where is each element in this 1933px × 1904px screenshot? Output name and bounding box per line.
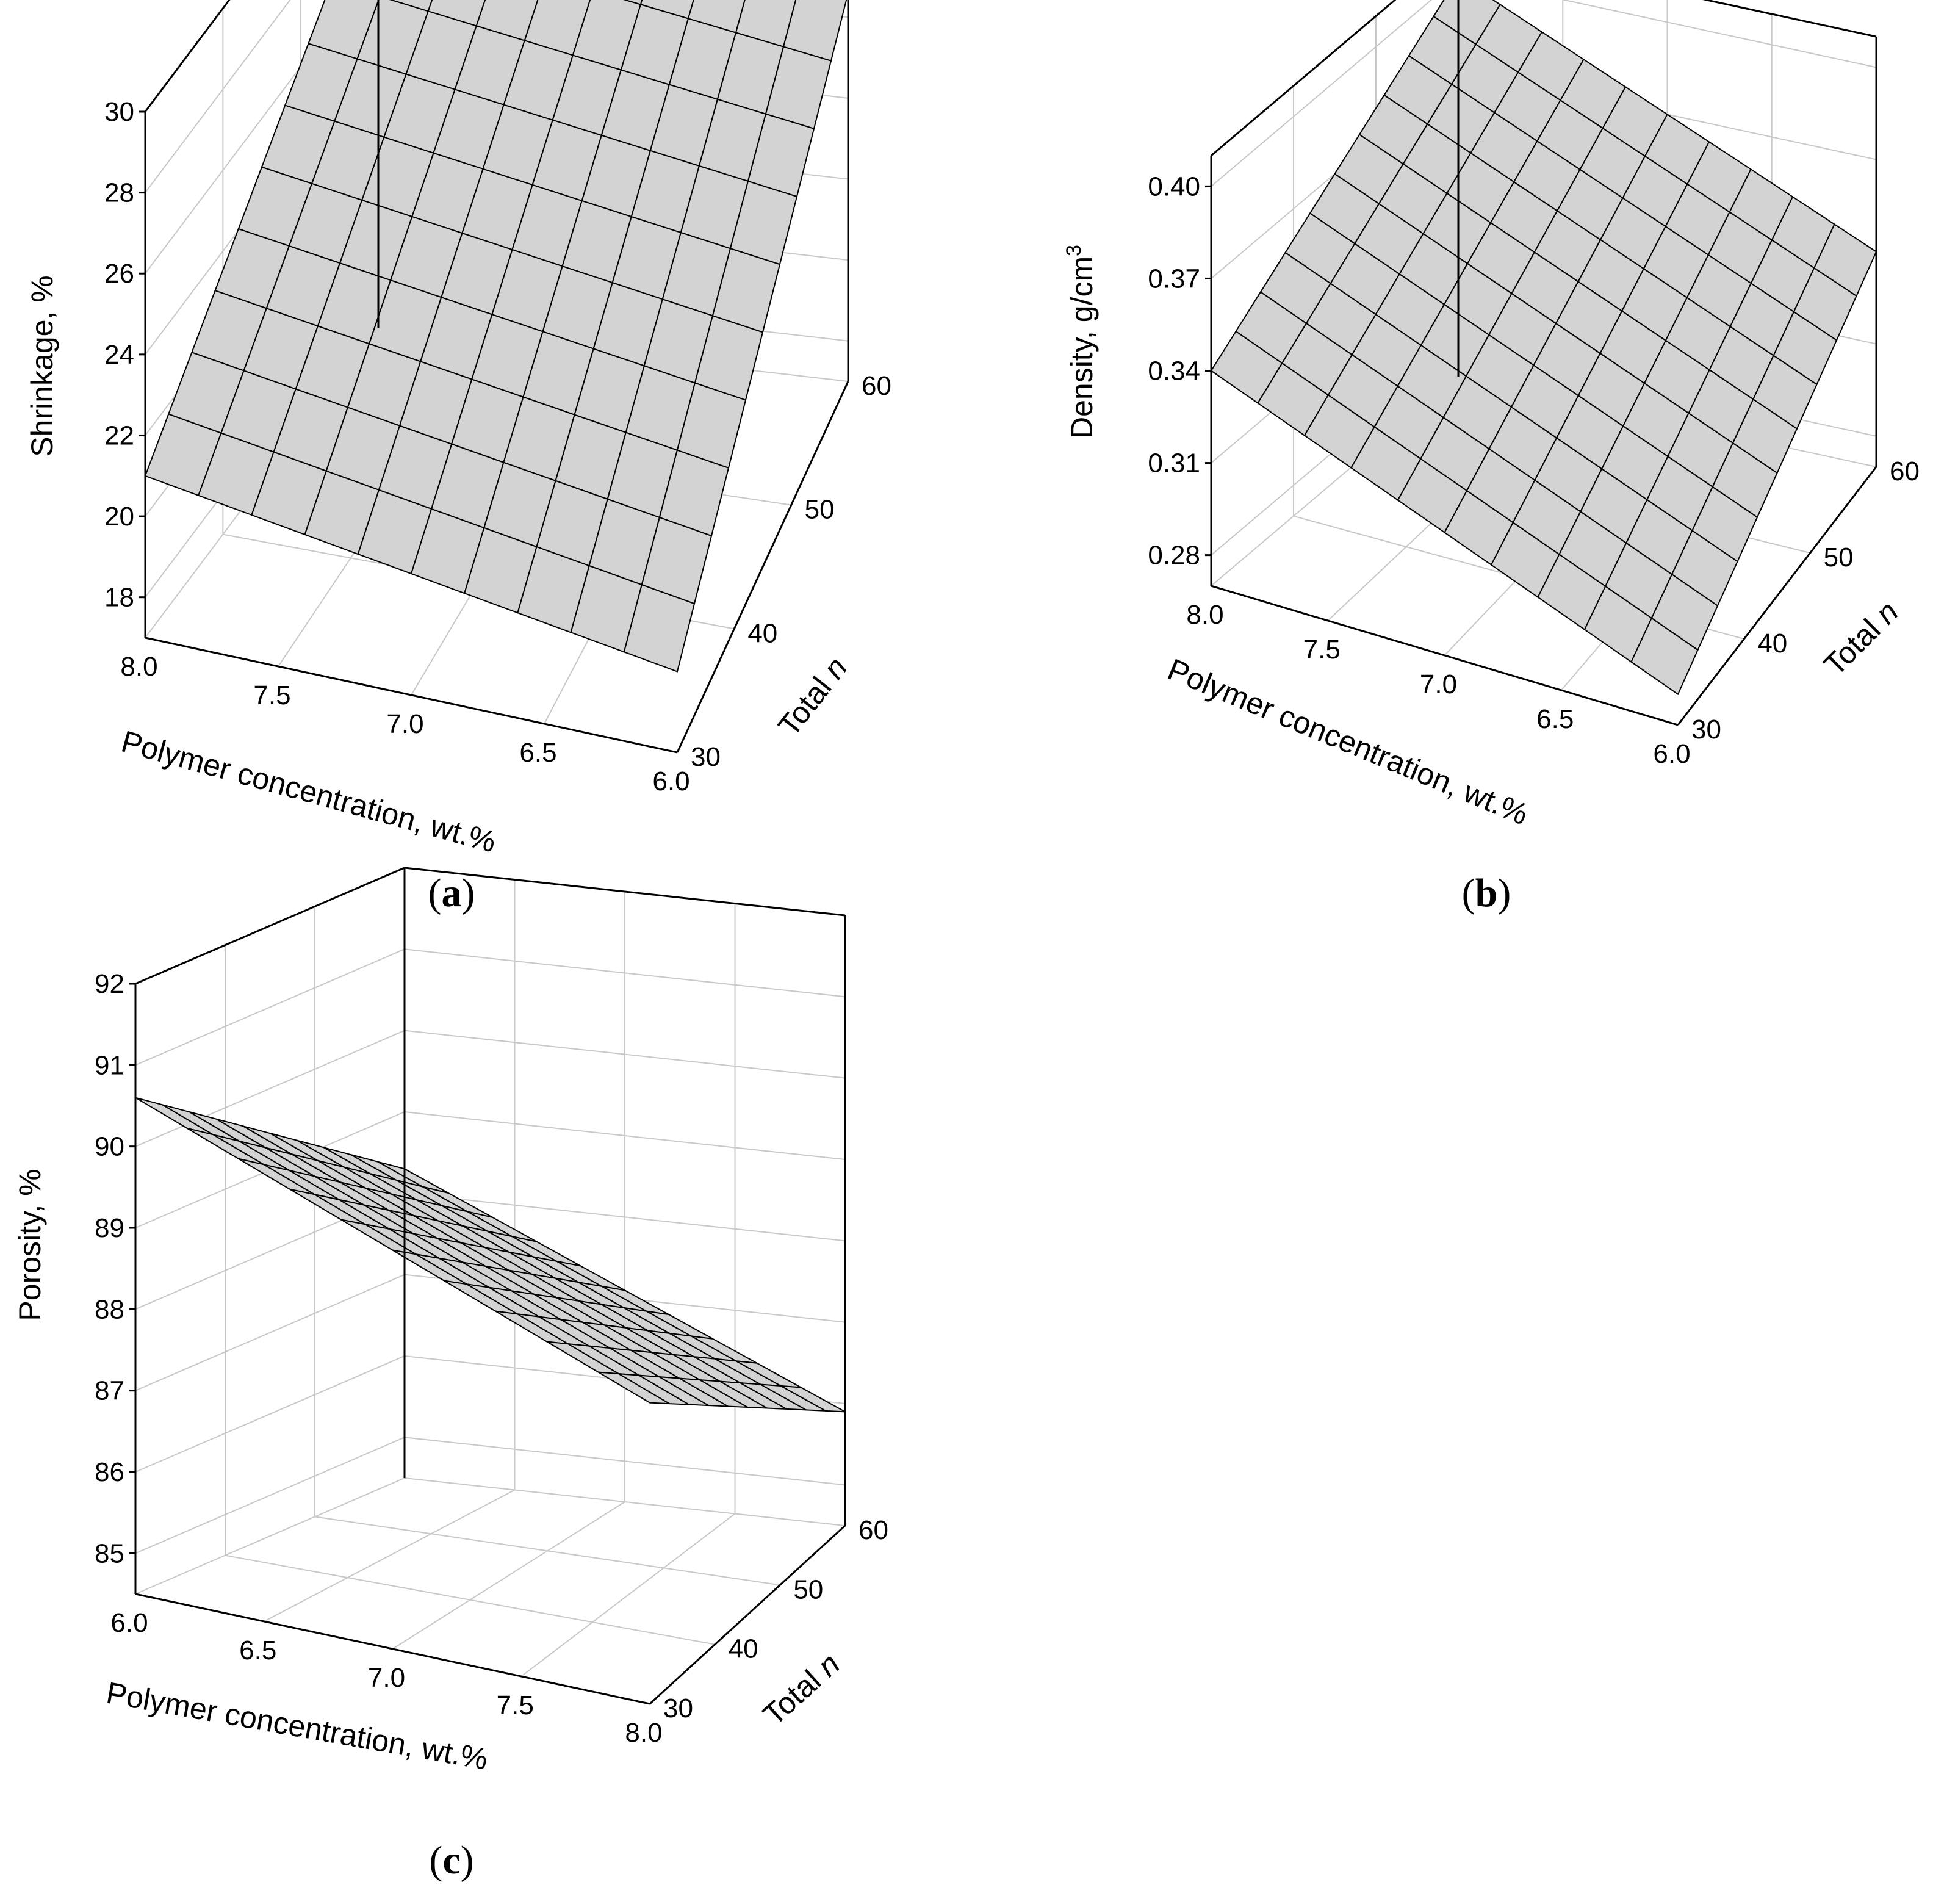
grid-line [135,948,846,1066]
y-tick-label: 40 [1757,629,1787,658]
z-tick-label: 0.34 [1148,356,1200,386]
surface-cell [598,1371,670,1405]
z-tick-label: 18 [104,583,134,613]
chart-b-caption: (b) [1462,871,1511,915]
chart-b-z-label: Density, g/cm3 [1062,245,1099,439]
chart-a-caption: (a) [428,871,475,915]
axis-line [404,867,846,917]
axis-line [145,636,678,754]
chart-c-y-label: Total n [757,1646,846,1732]
y-tick-label: 50 [793,1574,823,1604]
y-tick-label: 50 [1824,543,1854,572]
z-tick-label: 85 [95,1538,124,1568]
x-tick-label: 6.0 [652,766,689,796]
axis-line [135,1593,650,1705]
axis-line [649,1524,846,1705]
z-tick-label: 88 [95,1294,124,1324]
y-tick-label: 30 [663,1693,693,1723]
z-tick-label: 0.37 [1148,264,1200,294]
axis-line [1677,466,1877,726]
x-tick-label: 8.0 [120,652,157,682]
z-tick-label: 91 [95,1050,124,1080]
x-tick-label: 7.0 [386,709,423,739]
chart-c-caption: (c) [429,1838,473,1883]
y-tick-label: 50 [805,495,835,525]
z-tick-label: 86 [95,1457,124,1487]
chart-c-x-label: Polymer concentration, wt.% [104,1676,491,1776]
x-tick-label: 8.0 [1186,600,1223,630]
z-tick-label: 28 [104,178,134,208]
grid-line [404,1477,846,1526]
z-tick-label: 0.40 [1148,171,1200,201]
chart-a-surface [144,0,848,673]
x-tick-label: 6.5 [519,738,556,768]
y-tick-label: 40 [747,618,777,648]
x-tick-label: 8.0 [625,1718,662,1748]
chart-c-z-label: Porosity, % [13,1169,47,1321]
grid-line [392,1501,625,1650]
x-tick-label: 7.5 [1303,635,1341,665]
chart-c-tick-labels: 85 86 87 88 89 90 91 92 6.0 6.5 7.0 7.5 8.030 40 50 60 [95,969,888,1748]
z-tick-label: 20 [104,502,134,532]
x-tick-label: 7.0 [368,1663,405,1693]
z-tick-label: 89 [95,1213,124,1243]
y-tick-label: 40 [729,1634,758,1664]
surface-cell [1630,617,1699,696]
axis-line [1211,0,1397,157]
axis-line [135,867,405,985]
x-tick-label: 6.0 [110,1608,148,1638]
chart-b-surface [1210,0,1877,696]
z-tick-label: 24 [104,340,134,370]
z-tick-label: 0.28 [1148,541,1200,571]
y-tick-label: 60 [1890,456,1920,486]
z-tick-label: 90 [95,1132,124,1162]
chart-a-axes [144,0,849,754]
z-tick-label: 0.31 [1148,449,1200,478]
z-tick-label: 22 [104,420,134,450]
axis-line [676,381,849,753]
z-tick-label: 26 [104,259,134,289]
y-tick-label: 30 [1691,715,1721,745]
x-tick-label: 6.5 [239,1635,276,1665]
grid-line [314,1516,780,1586]
grid-line [135,1437,846,1554]
chart-b-tick-labels: 0.28 0.31 0.34 0.37 0.40 8.0 7.5 7.0 6.5 6.030 40 5… [1148,171,1920,769]
grid-line [225,1554,715,1645]
x-tick-label: 6.0 [1653,739,1690,769]
surface-cell [623,583,696,673]
y-tick-label: 60 [859,1515,888,1545]
grid-line [264,1489,515,1622]
grid-line [135,867,846,984]
y-tick-label: 30 [691,742,721,772]
z-tick-label: 87 [95,1376,124,1406]
axis-line [1702,0,1877,38]
z-tick-label: 30 [104,97,134,127]
chart-c-surface [135,1097,846,1413]
chart-c-axes [134,867,846,1705]
x-tick-label: 7.5 [253,680,290,710]
grid-line [520,1513,736,1677]
axis-line [144,0,231,112]
axis-line [1211,585,1679,726]
x-tick-label: 7.0 [1420,669,1457,699]
z-tick-label: 92 [95,969,124,999]
y-tick-label: 60 [862,371,891,401]
chart-a-z-label: Shrinkage, % [25,275,59,456]
x-tick-label: 7.5 [497,1690,534,1720]
x-tick-label: 6.5 [1536,704,1574,734]
grid-line [135,1477,405,1595]
